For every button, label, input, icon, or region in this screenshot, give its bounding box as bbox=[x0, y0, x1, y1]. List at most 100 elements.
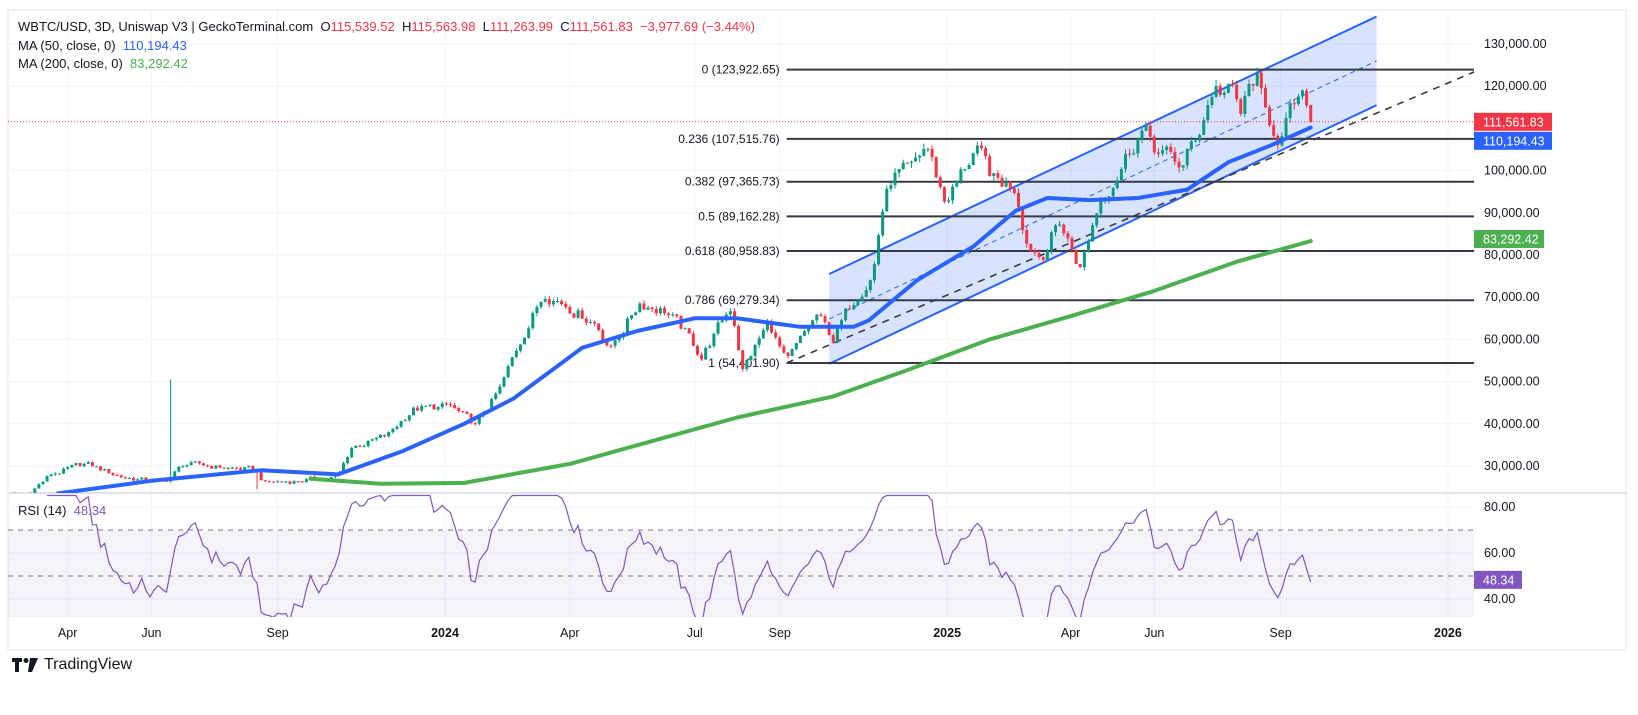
candle-body bbox=[424, 405, 428, 407]
candle-body bbox=[543, 299, 547, 302]
candle-body bbox=[576, 310, 580, 318]
candle-body bbox=[1074, 249, 1078, 264]
candle-body bbox=[506, 366, 510, 378]
candle-body bbox=[683, 328, 687, 330]
candle-body bbox=[1309, 105, 1313, 122]
price-tick-label: 120,000.00 bbox=[1484, 79, 1547, 93]
candle-body bbox=[1152, 136, 1156, 153]
candle-body bbox=[173, 471, 177, 478]
candle bbox=[304, 477, 308, 483]
candle bbox=[947, 196, 951, 204]
candle bbox=[1247, 79, 1251, 97]
candle-body bbox=[885, 188, 889, 212]
candle-body bbox=[1263, 87, 1267, 108]
candle-body bbox=[975, 145, 979, 154]
candle bbox=[1054, 223, 1058, 237]
candle-body bbox=[1193, 140, 1197, 142]
candle-body bbox=[1181, 165, 1185, 168]
candle bbox=[531, 311, 535, 330]
candle bbox=[1292, 98, 1296, 110]
candle-body bbox=[761, 330, 765, 339]
fib-level-label: 0 (123,922.65) bbox=[702, 63, 780, 77]
time-tick-label: Jul bbox=[687, 626, 703, 640]
ma50-legend[interactable]: MA (50, close, 0) 110,194.43 bbox=[18, 38, 187, 53]
candle-body bbox=[136, 479, 140, 481]
candle-body bbox=[675, 314, 679, 317]
candle bbox=[461, 410, 465, 414]
candle bbox=[877, 233, 881, 266]
candle bbox=[1012, 187, 1016, 195]
rsi-label-badge bbox=[1474, 570, 1522, 589]
candle bbox=[62, 467, 66, 475]
candle-body bbox=[868, 280, 872, 291]
candle bbox=[374, 437, 378, 441]
candle bbox=[1263, 83, 1267, 109]
candle-body bbox=[1247, 84, 1251, 96]
channel-upper-line bbox=[828, 15, 1378, 275]
candle-body bbox=[897, 169, 901, 173]
candle bbox=[1288, 99, 1292, 123]
candle-body bbox=[831, 335, 835, 343]
candle bbox=[527, 325, 531, 339]
candle-body bbox=[663, 308, 667, 314]
candle-body bbox=[407, 415, 411, 421]
price-tick-label: 50,000.00 bbox=[1484, 375, 1540, 389]
candle-body bbox=[45, 476, 49, 482]
candle bbox=[1132, 148, 1136, 156]
candle bbox=[975, 141, 979, 156]
candle bbox=[514, 348, 518, 359]
ma200-legend[interactable]: MA (200, close, 0) 83,292.42 bbox=[18, 56, 188, 71]
candle bbox=[57, 473, 61, 475]
candle bbox=[416, 405, 420, 412]
candle-body bbox=[350, 448, 354, 458]
ma200-value: 83,292.42 bbox=[130, 56, 188, 71]
candle bbox=[226, 467, 230, 471]
candle bbox=[593, 320, 597, 327]
candle bbox=[580, 307, 584, 319]
candle-body bbox=[111, 473, 115, 475]
candle bbox=[786, 352, 790, 359]
candle-body bbox=[1111, 187, 1115, 197]
candle-body bbox=[988, 156, 992, 177]
rsi-label-text: 48.34 bbox=[1483, 573, 1514, 587]
candle bbox=[136, 478, 140, 481]
candle-body bbox=[222, 467, 226, 469]
candle bbox=[815, 314, 819, 324]
rsi-legend[interactable]: RSI (14) 48.34 bbox=[18, 503, 106, 518]
candle bbox=[1058, 221, 1062, 227]
candle-body bbox=[984, 148, 988, 157]
candle-body bbox=[1235, 84, 1239, 100]
candle bbox=[387, 431, 391, 438]
candle bbox=[395, 425, 399, 430]
candle bbox=[634, 311, 638, 316]
candle-body bbox=[695, 345, 699, 355]
candle-body bbox=[107, 469, 111, 474]
candle-body bbox=[708, 346, 712, 348]
candle-body bbox=[1251, 84, 1255, 86]
candle bbox=[1140, 126, 1144, 144]
candle-body bbox=[774, 332, 778, 338]
candle bbox=[247, 465, 251, 468]
candle-body bbox=[601, 330, 605, 341]
candle bbox=[893, 168, 897, 189]
candle-body bbox=[296, 481, 300, 483]
candle-body bbox=[786, 352, 790, 356]
tradingview-logo[interactable]: TradingView bbox=[12, 656, 132, 674]
candle-body bbox=[1136, 139, 1140, 154]
candle bbox=[963, 168, 967, 173]
candle-body bbox=[1082, 251, 1086, 268]
candle-body bbox=[218, 465, 222, 468]
candle bbox=[984, 145, 988, 160]
candle bbox=[955, 180, 959, 188]
candle-body bbox=[197, 461, 201, 464]
time-tick-label: Sep bbox=[769, 626, 791, 640]
candle-body bbox=[646, 307, 650, 310]
candle bbox=[45, 475, 49, 482]
candle bbox=[1222, 90, 1226, 99]
candle bbox=[440, 401, 444, 410]
candle-body bbox=[457, 407, 461, 412]
candle-body bbox=[251, 466, 255, 471]
candle-body bbox=[856, 300, 860, 306]
candle-body bbox=[671, 314, 675, 316]
